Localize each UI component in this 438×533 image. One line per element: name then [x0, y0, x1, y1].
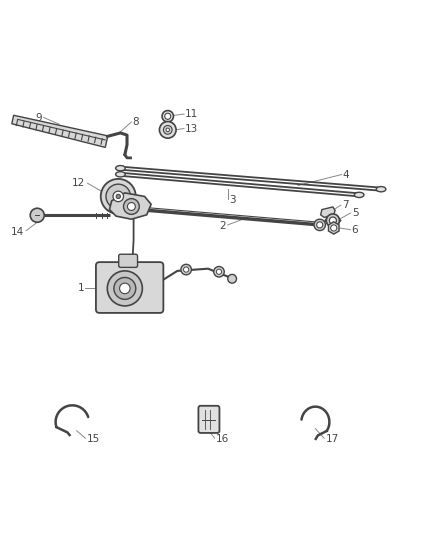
Text: 2: 2 — [219, 221, 226, 231]
Circle shape — [184, 267, 189, 272]
Text: 9: 9 — [35, 112, 42, 123]
Circle shape — [162, 110, 173, 122]
Text: 5: 5 — [352, 208, 358, 218]
Text: 3: 3 — [229, 195, 236, 205]
FancyBboxPatch shape — [96, 262, 163, 313]
Ellipse shape — [354, 192, 364, 198]
Text: 6: 6 — [352, 225, 358, 235]
Circle shape — [331, 225, 337, 231]
Text: 8: 8 — [132, 117, 139, 127]
Circle shape — [101, 179, 136, 214]
Text: 15: 15 — [87, 434, 100, 444]
Circle shape — [181, 264, 191, 275]
Circle shape — [127, 203, 135, 211]
Circle shape — [107, 271, 142, 306]
Circle shape — [114, 278, 136, 300]
Circle shape — [106, 184, 131, 209]
Text: 1: 1 — [78, 284, 84, 293]
Polygon shape — [328, 222, 339, 234]
Text: 13: 13 — [185, 124, 198, 134]
Circle shape — [326, 214, 339, 227]
Circle shape — [113, 191, 124, 201]
Text: 7: 7 — [342, 200, 348, 210]
Circle shape — [216, 269, 222, 274]
Circle shape — [228, 274, 237, 283]
Text: 14: 14 — [11, 227, 24, 237]
Circle shape — [124, 199, 139, 214]
Text: 11: 11 — [185, 109, 198, 119]
Text: 17: 17 — [325, 434, 339, 444]
Circle shape — [116, 194, 120, 199]
Circle shape — [317, 222, 323, 228]
Text: 12: 12 — [72, 178, 85, 188]
Circle shape — [166, 128, 170, 132]
Text: 4: 4 — [343, 169, 349, 180]
FancyBboxPatch shape — [198, 406, 219, 433]
Circle shape — [163, 125, 172, 134]
Polygon shape — [110, 193, 151, 219]
Text: 16: 16 — [216, 434, 229, 444]
Circle shape — [159, 122, 176, 138]
Circle shape — [329, 217, 336, 224]
Polygon shape — [321, 207, 335, 217]
Circle shape — [165, 113, 171, 119]
Circle shape — [314, 219, 325, 231]
Polygon shape — [325, 217, 341, 223]
Ellipse shape — [376, 187, 386, 192]
Circle shape — [214, 266, 224, 277]
Ellipse shape — [116, 166, 125, 171]
Ellipse shape — [116, 172, 125, 177]
Circle shape — [120, 283, 130, 294]
Polygon shape — [12, 115, 108, 148]
Circle shape — [30, 208, 44, 222]
FancyBboxPatch shape — [119, 254, 138, 268]
